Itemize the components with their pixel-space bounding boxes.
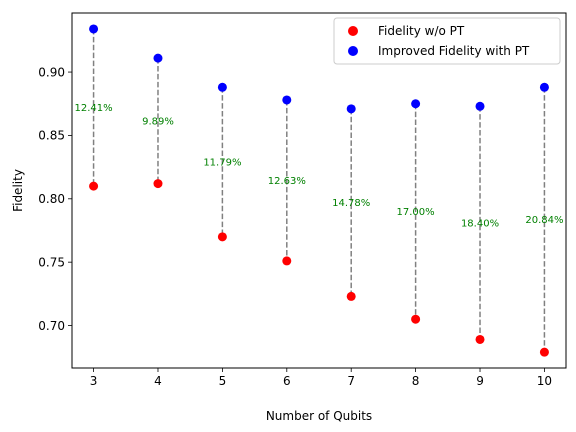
percentage-label: 12.63% [268, 176, 306, 187]
x-tick-label: 6 [283, 374, 291, 388]
point-improved-fidelity [217, 82, 227, 92]
x-axis-label: Number of Qubits [266, 409, 372, 423]
x-axis-ticks: 3 4 5 6 7 8 9 10 [90, 368, 552, 388]
point-fidelity-without-pt [153, 179, 163, 189]
percentage-label: 9.89% [142, 116, 174, 127]
percentage-label: 14.78% [332, 198, 370, 209]
point-fidelity-without-pt [346, 291, 356, 301]
point-improved-fidelity [411, 99, 421, 109]
point-fidelity-without-pt [217, 232, 227, 242]
point-improved-fidelity [346, 104, 356, 114]
x-tick-label: 10 [537, 374, 552, 388]
x-tick-label: 5 [219, 374, 227, 388]
percentage-label: 12.41% [75, 103, 113, 114]
x-tick-label: 7 [347, 374, 355, 388]
point-improved-fidelity [153, 53, 163, 63]
percentage-label: 18.40% [461, 218, 499, 229]
connector-lines [92, 28, 546, 353]
point-fidelity-without-pt [411, 314, 421, 324]
y-axis-label: Fidelity [11, 169, 25, 212]
y-tick-label: 0.90 [38, 65, 65, 79]
plot-frame [71, 12, 567, 369]
y-tick-label: 0.85 [38, 129, 65, 143]
point-fidelity-without-pt [539, 347, 549, 357]
legend-marker-improved-fidelity [348, 46, 358, 56]
point-fidelity-without-pt [282, 256, 292, 266]
y-tick-label: 0.70 [38, 319, 65, 333]
point-improved-fidelity [539, 82, 549, 92]
legend: Fidelity w/o PT Improved Fidelity with P… [333, 17, 561, 65]
legend-box [333, 17, 561, 65]
x-tick-label: 8 [412, 374, 420, 388]
x-tick-label: 9 [476, 374, 484, 388]
x-tick-label: 4 [154, 374, 162, 388]
legend-marker-fidelity-without-pt [348, 26, 358, 36]
legend-label-improved-fidelity: Improved Fidelity with PT [378, 44, 530, 58]
percentage-label: 17.00% [397, 207, 435, 218]
y-tick-label: 0.75 [38, 255, 65, 269]
data-points [89, 24, 549, 357]
y-tick-label: 0.80 [38, 192, 65, 206]
percentage-label: 20.84% [525, 215, 563, 226]
point-improved-fidelity [89, 24, 99, 34]
point-improved-fidelity [282, 95, 292, 105]
legend-label-fidelity-without-pt: Fidelity w/o PT [378, 24, 465, 38]
point-fidelity-without-pt [89, 181, 99, 191]
percentage-annotations: 12.41% 9.89% 11.79% 12.63% 14.78% 17.00% 18.40… [75, 103, 564, 229]
y-axis-ticks: 0.70 0.75 0.80 0.85 0.90 [38, 65, 72, 333]
percentage-label: 11.79% [203, 158, 241, 169]
point-fidelity-without-pt [475, 334, 485, 344]
point-improved-fidelity [475, 101, 485, 111]
x-tick-label: 3 [90, 374, 98, 388]
